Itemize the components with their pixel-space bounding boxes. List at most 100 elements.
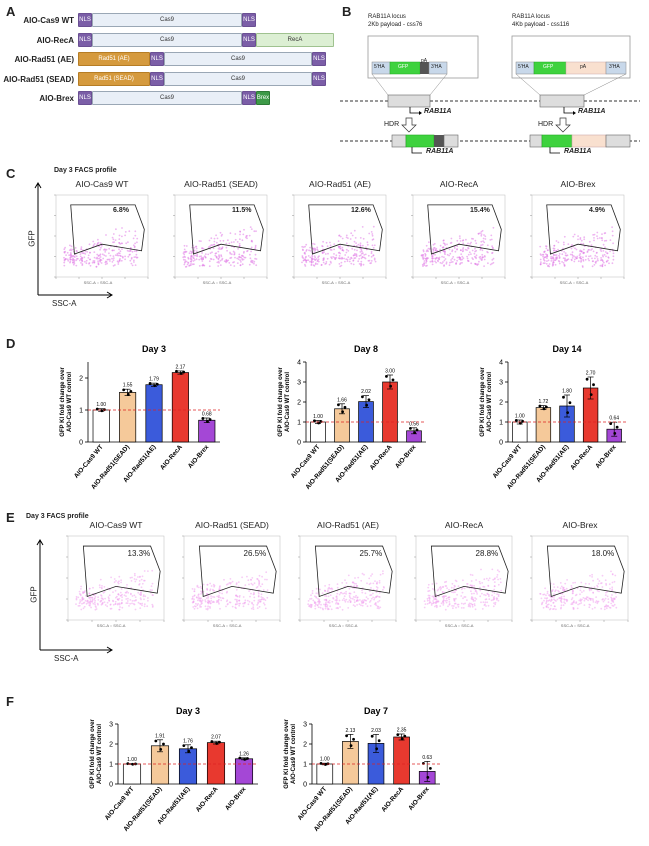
facs-event	[66, 258, 69, 261]
facs-event	[129, 599, 132, 601]
facs-event	[450, 261, 453, 263]
facs-event	[251, 259, 254, 262]
facs-event	[611, 586, 614, 589]
facs-event	[563, 235, 566, 238]
facs-event	[76, 250, 78, 253]
bar-value-label: 1.79	[149, 377, 159, 383]
facs-event	[79, 599, 81, 601]
facs-event	[121, 596, 123, 599]
facs-event	[262, 589, 265, 591]
facs-event	[442, 250, 445, 252]
facs-event	[573, 601, 575, 604]
facs-event	[344, 254, 347, 256]
facs-event	[115, 580, 117, 582]
facs-event	[376, 595, 379, 597]
facs-x-arrowhead	[106, 291, 113, 299]
facs-event	[435, 261, 437, 264]
facs-event	[147, 570, 149, 572]
facs-event	[476, 264, 479, 266]
facs-event	[80, 588, 82, 590]
facs-event	[354, 252, 356, 255]
facs-event	[358, 255, 361, 257]
facs-event	[590, 588, 593, 591]
facs-event	[431, 255, 434, 257]
facs-event	[482, 237, 485, 240]
facs-event	[584, 582, 587, 585]
facs-event	[104, 261, 107, 264]
facs-event	[470, 241, 472, 244]
facs-event	[351, 581, 354, 584]
facs-event	[547, 594, 550, 597]
facs-event	[229, 257, 232, 259]
facs-event	[563, 251, 565, 253]
facs-event	[337, 240, 340, 242]
data-point	[341, 410, 344, 414]
facs-event	[311, 258, 314, 260]
facs-event	[425, 262, 427, 264]
facs-event	[216, 600, 218, 602]
facs-event	[322, 240, 324, 243]
facs-event	[462, 607, 465, 609]
facs-event	[264, 599, 267, 602]
facs-event	[469, 604, 471, 607]
data-point	[175, 369, 178, 373]
cross-line-3	[515, 73, 541, 96]
facs-event	[552, 264, 555, 266]
facs-event	[213, 240, 216, 243]
facs-event	[467, 247, 469, 249]
facs-event	[483, 604, 486, 607]
facs-event	[219, 585, 221, 587]
facs-event	[256, 607, 259, 609]
facs-event	[134, 242, 137, 245]
facs-event	[307, 600, 310, 602]
facs-event	[470, 592, 473, 595]
facs-event	[610, 570, 612, 573]
facs-event	[335, 596, 338, 598]
facs-event	[210, 597, 213, 600]
facs-event	[609, 607, 612, 609]
facs-event	[254, 244, 257, 247]
facs-event	[118, 603, 121, 606]
facs-event	[594, 601, 597, 604]
facs-event	[250, 246, 253, 249]
facs-event	[607, 601, 610, 604]
facs-event	[80, 608, 83, 611]
facs-event	[578, 602, 581, 605]
facs-event	[219, 240, 222, 242]
facs-event	[563, 598, 566, 601]
facs-event	[253, 230, 256, 233]
chart-y-label: GFP KI fold change overAIO-Cas9 WT contr…	[480, 367, 493, 437]
facs-event	[151, 603, 154, 606]
facs-event	[497, 578, 499, 581]
facs-event	[551, 596, 554, 599]
facs-event	[222, 597, 225, 600]
facs-event	[474, 590, 477, 592]
facs-event	[338, 263, 341, 265]
facs-event	[314, 605, 316, 607]
facs-event	[323, 251, 325, 253]
facs-event	[462, 242, 465, 245]
facs-event	[475, 598, 478, 600]
construct-segment-nls: NLS	[242, 91, 256, 105]
facs-event	[116, 598, 119, 601]
facs-event	[63, 256, 65, 259]
facs-event	[191, 595, 194, 598]
facs-event	[85, 259, 88, 262]
facs-event	[328, 583, 331, 586]
facs-event	[555, 254, 558, 256]
facs-event	[311, 590, 314, 592]
facs-event	[327, 252, 329, 255]
facs-event	[559, 587, 562, 590]
facs-event	[134, 596, 137, 598]
facs-event	[375, 591, 378, 594]
facs-event	[194, 254, 197, 257]
facs-event	[596, 231, 599, 234]
facs-plot-title: AIO-Rad51 (AE)	[317, 520, 379, 530]
facs-event	[190, 263, 192, 265]
facs-event	[210, 599, 213, 602]
bar	[171, 372, 189, 443]
category-label: AIO-Brex	[394, 444, 418, 470]
facs-event	[560, 604, 563, 607]
facs-event	[483, 593, 485, 596]
facs-event	[201, 252, 204, 254]
